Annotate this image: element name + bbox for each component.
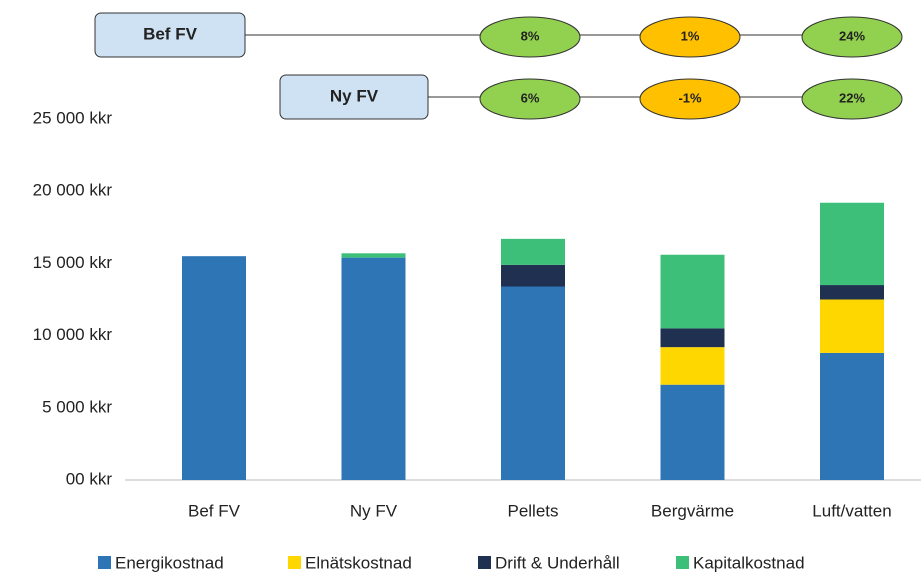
percent-label: 8% xyxy=(521,28,540,43)
label-box xyxy=(94,12,246,58)
x-tick-label: Bergvärme xyxy=(651,501,734,520)
legend-swatch xyxy=(676,556,689,569)
percent-label: 24% xyxy=(839,28,865,43)
label-box-text: Bef FV xyxy=(143,24,198,43)
percent-bubble xyxy=(639,16,741,58)
bar-segment xyxy=(341,257,406,480)
bar-segment xyxy=(820,285,884,300)
y-tick-label: 20 000 kkr xyxy=(33,181,113,200)
percent-bubble xyxy=(801,16,903,58)
y-tick-label: 5 000 kkr xyxy=(42,397,112,416)
bar-segment xyxy=(341,253,406,258)
percent-bubble xyxy=(639,78,741,120)
label-box xyxy=(279,74,429,120)
x-tick-label: Bef FV xyxy=(188,501,241,520)
bar-segment xyxy=(660,347,725,385)
bar-segment xyxy=(501,238,565,265)
x-tick-label: Luft/vatten xyxy=(812,501,891,520)
bar-segment xyxy=(660,254,725,329)
x-tick-label: Pellets xyxy=(507,501,558,520)
percent-bubble xyxy=(801,78,903,120)
label-box-text: Ny FV xyxy=(330,86,379,105)
bar-segment xyxy=(820,202,884,286)
y-tick-label: 00 kkr xyxy=(66,469,113,488)
bar-segment xyxy=(660,384,725,480)
y-tick-label: 10 000 kkr xyxy=(33,325,113,344)
legend-label: Drift & Underhåll xyxy=(495,553,620,572)
bar-segment xyxy=(182,256,246,480)
bar-segment xyxy=(501,286,565,480)
percent-label: 22% xyxy=(839,90,865,105)
y-tick-label: 25 000 kkr xyxy=(33,108,113,127)
legend-label: Elnätskostnad xyxy=(305,553,412,572)
y-tick-label: 15 000 kkr xyxy=(33,253,113,272)
percent-label: 1% xyxy=(681,28,700,43)
legend-label: Kapitalkostnad xyxy=(693,553,805,572)
bar-segment xyxy=(660,328,725,348)
bar-segment xyxy=(820,299,884,353)
legend-swatch xyxy=(98,556,111,569)
percent-bubble xyxy=(479,16,581,58)
percent-label: 6% xyxy=(521,90,540,105)
legend-label: Energikostnad xyxy=(115,553,224,572)
x-tick-label: Ny FV xyxy=(350,501,398,520)
percent-label: -1% xyxy=(678,90,702,105)
percent-bubble xyxy=(479,78,581,120)
bar-segment xyxy=(820,352,884,480)
legend-swatch xyxy=(288,556,301,569)
bar-segment xyxy=(501,264,565,287)
legend-swatch xyxy=(478,556,491,569)
